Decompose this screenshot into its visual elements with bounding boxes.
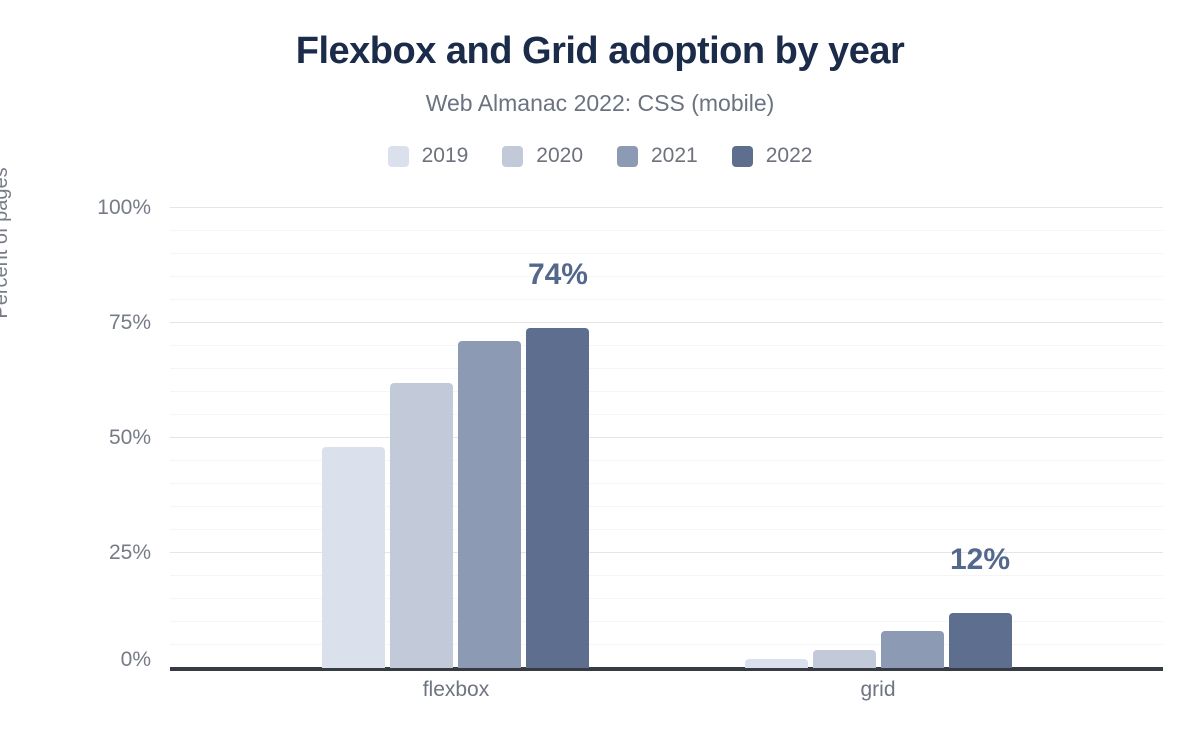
legend-label: 2020 [536,144,583,167]
gridline-minor [170,253,1163,254]
x-axis-line [170,667,1163,671]
x-category-label-flexbox: flexbox [422,678,490,701]
bar-flexbox-2021[interactable] [458,341,522,668]
legend-label: 2022 [765,144,813,167]
bar-group-grid [744,612,1012,668]
gridline-major [170,322,1163,323]
gridline-minor [170,414,1163,415]
legend-swatch-icon [617,145,638,167]
gridline-minor [170,368,1163,369]
bar-value-annotation-flexbox: 74% [527,257,588,291]
legend-item-2019: 2019 [387,144,469,168]
legend-swatch-icon [502,145,524,167]
bar-grid-2020[interactable] [812,649,876,668]
legend-swatch-icon [731,145,753,167]
gridline-minor [170,276,1163,277]
gridline-minor [170,644,1163,645]
y-axis-title: Percent of pages [0,167,12,319]
bar-grid-2019[interactable] [744,658,808,668]
gridline-major [170,207,1163,208]
bar-grid-2022[interactable] [948,612,1012,668]
chart-title: Flexbox and Grid adoption by year [295,30,905,72]
chart-legend: 2019 2020 2021 2022 [0,142,1200,170]
legend-swatch-icon [387,145,409,167]
bar-value-annotation-grid: 12% [949,542,1011,576]
gridline-minor [170,575,1163,576]
x-category-label-grid: grid [860,678,896,701]
legend-item-2020: 2020 [502,144,583,168]
plot-area: 0% 25% 50% 75% 100% flexbox grid 74% 12% [97,197,1163,701]
gridline-major [170,437,1163,438]
y-tick-label: 100% [97,196,151,219]
gridline-minor [170,230,1163,231]
gridline-minor [170,483,1163,484]
gridline-minor [170,621,1163,622]
legend-item-2022: 2022 [731,144,813,168]
gridline-minor [170,598,1163,599]
y-tick-label: 0% [120,648,151,671]
bar-flexbox-2020[interactable] [390,382,454,668]
chart-subtitle: Web Almanac 2022: CSS (mobile) [425,90,775,116]
y-tick-label: 75% [108,311,151,334]
gridline-minor [170,345,1163,346]
gridline-minor [170,529,1163,530]
gridline-major [170,552,1163,553]
gridline-minor [170,391,1163,392]
gridline-minor [170,506,1163,507]
gridline-minor [170,299,1163,300]
bar-flexbox-2019[interactable] [322,447,386,668]
gridline-minor [170,460,1163,461]
legend-item-2021: 2021 [617,144,698,168]
legend-label: 2021 [651,144,698,167]
bar-grid-2021[interactable] [880,631,944,668]
y-tick-label: 50% [108,426,151,449]
bar-group-flexbox [322,327,590,668]
legend-label: 2019 [421,144,469,167]
bar-flexbox-2022[interactable] [526,327,590,668]
y-tick-label: 25% [108,541,151,564]
